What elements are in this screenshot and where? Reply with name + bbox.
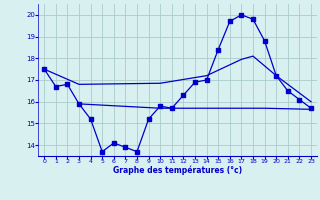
X-axis label: Graphe des températures (°c): Graphe des températures (°c) <box>113 166 242 175</box>
